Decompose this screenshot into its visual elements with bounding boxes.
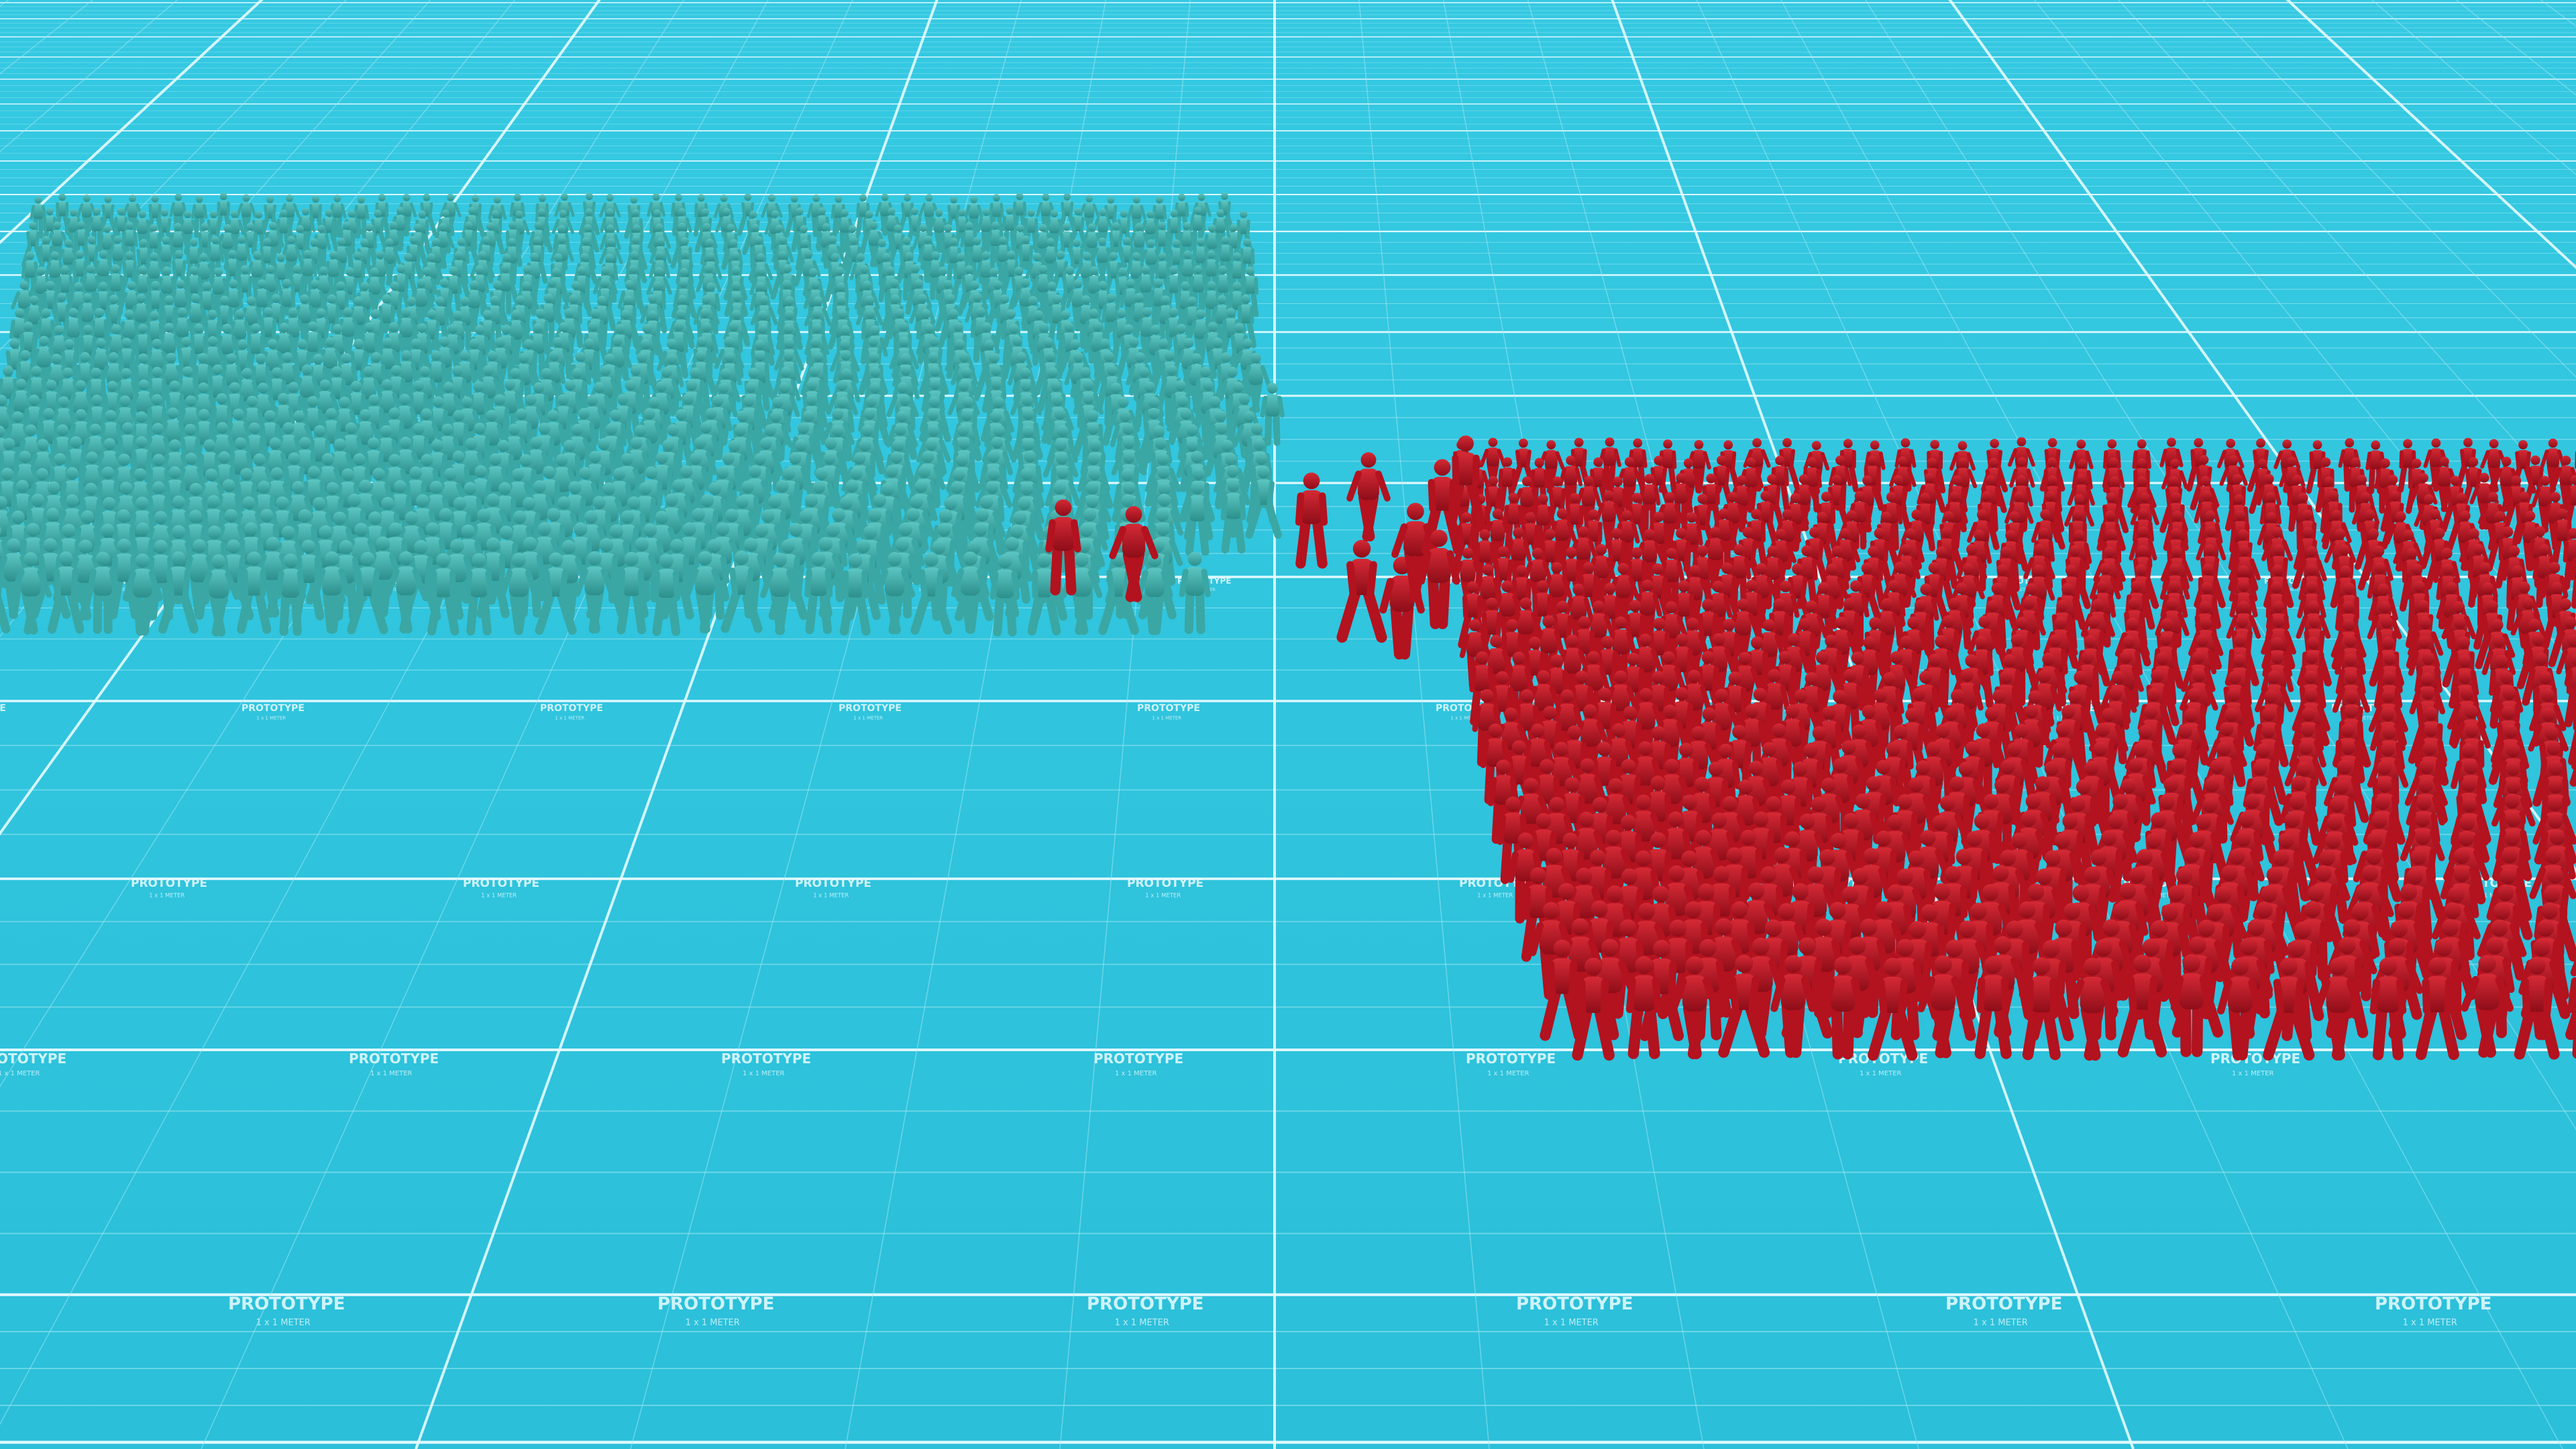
prototype-floor-sublabel: 1 x 1 METER (256, 716, 286, 721)
prototype-floor-sublabel: 1 x 1 METER (0, 1070, 40, 1077)
prototype-floor-label: PROTOTYPE (241, 703, 305, 714)
prototype-floor-sublabel: 1 x 1 METER (149, 892, 184, 899)
prototype-floor-label: PROTOTYPE (1945, 1294, 2062, 1314)
prototype-floor-sublabel: 1 x 1 METER (1544, 1318, 1599, 1328)
prototype-floor-sublabel: 1 x 1 METER (1487, 1070, 1529, 1077)
prototype-floor-sublabel: 1 x 1 METER (2473, 892, 2509, 899)
prototype-floor-sublabel: 1 x 1 METER (370, 1070, 413, 1077)
prototype-floor-label: PROTOTYPE (2375, 1294, 2491, 1314)
prototype-floor-label: PROTOTYPE (721, 1051, 811, 1067)
prototype-floor-sublabel: 1 x 1 METER (1450, 716, 1480, 721)
prototype-floor-sublabel: 1 x 1 METER (813, 892, 849, 899)
prototype-floor-label: PROTOTYPE (1137, 703, 1200, 714)
prototype-floor-sublabel: 1 x 1 METER (2403, 1318, 2457, 1328)
prototype-floor-label: PROTOTYPE (463, 877, 539, 890)
prototype-floor-sublabel: 1 x 1 METER (1152, 716, 1181, 721)
teal-soldier (784, 195, 805, 238)
prototype-floor-sublabel: 1 x 1 METER (1860, 1070, 1902, 1077)
prototype-floor-sublabel: 1 x 1 METER (481, 892, 517, 899)
prototype-floor-sublabel: 1 x 1 METER (853, 716, 883, 721)
prototype-floor-label: PROTOTYPE (1516, 1294, 1633, 1314)
prototype-floor-label: PROTOTYPE (228, 1294, 345, 1314)
prototype-floor-label: PROTOTYPE (0, 1051, 66, 1067)
teal-soldier (1057, 193, 1078, 236)
teal-soldier (976, 208, 996, 253)
prototype-floor-sublabel: 1 x 1 METER (1974, 1318, 2028, 1328)
teal-army (0, 192, 1285, 637)
prototype-floor-label: PROTOTYPE (1466, 1051, 1556, 1067)
prototype-floor-label: PROTOTYPE (839, 703, 902, 714)
prototype-floor-sublabel: 1 x 1 METER (1145, 892, 1181, 899)
prototype-floor-label: PROTOTYPE (540, 703, 603, 714)
prototype-floor-label: PROTOTYPE (657, 1294, 774, 1314)
prototype-floor-label: PROTOTYPE (1087, 1294, 1203, 1314)
teal-soldier (1024, 253, 1050, 302)
prototype-floor-label: PROTOTYPE (131, 877, 207, 890)
prototype-floor-label: PROTOTYPE (1127, 877, 1203, 890)
prototype-floor-sublabel: 1 x 1 METER (1115, 1070, 1157, 1077)
prototype-floor-sublabel: 1 x 1 METER (1477, 892, 1513, 899)
prototype-floor-label: PROTOTYPE (349, 1051, 439, 1067)
prototype-floor-sublabel: 1 x 1 METER (256, 1318, 311, 1328)
prototype-floor-label: PROTOTYPE (1093, 1051, 1183, 1067)
prototype-floor-label: PROTOTYPE (795, 877, 871, 890)
prototype-floor-label: PROTOTYPE (0, 703, 6, 714)
prototype-floor-sublabel: 1 x 1 METER (743, 1070, 785, 1077)
prototype-floor-label: PROTOTYPE (2210, 1051, 2300, 1067)
prototype-floor-sublabel: 1 x 1 METER (2232, 1070, 2274, 1077)
prototype-floor-sublabel: 1 x 1 METER (555, 716, 584, 721)
prototype-floor-sublabel: 1 x 1 METER (1115, 1318, 1169, 1328)
prototype-floor-sublabel: 1 x 1 METER (686, 1318, 740, 1328)
